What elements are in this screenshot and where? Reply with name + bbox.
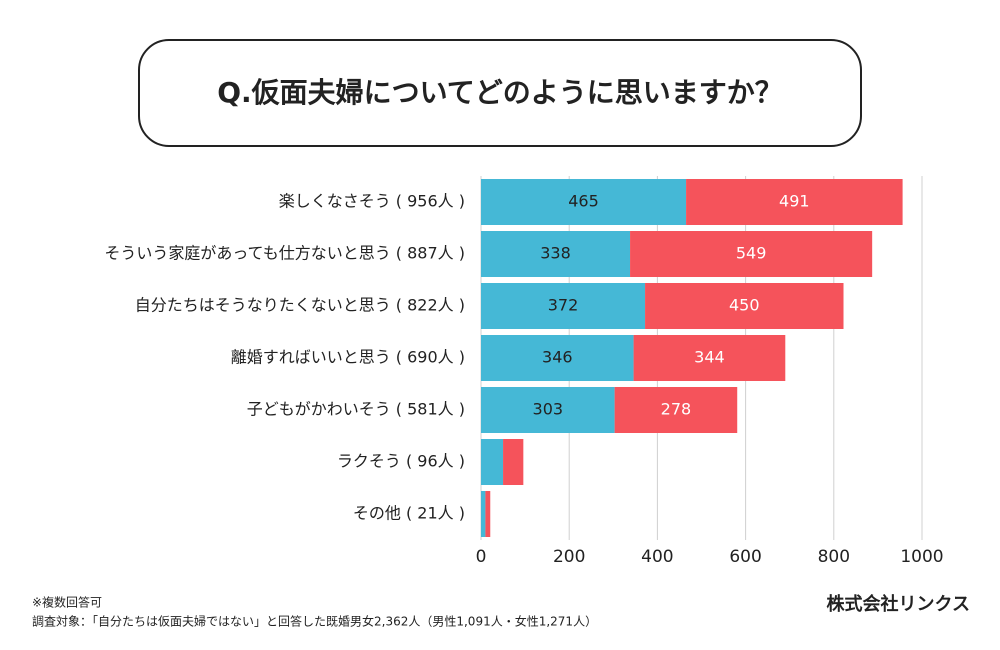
bar <box>630 231 873 277</box>
x-tick-label: 200 <box>553 547 585 567</box>
bar <box>614 387 738 433</box>
bar <box>485 491 491 537</box>
data-label: 465 <box>568 192 599 211</box>
data-label: 450 <box>729 296 760 315</box>
y-tick-label: 離婚すればいいと思う ( 690人 ) <box>231 348 465 367</box>
bar <box>503 439 524 485</box>
bar <box>481 335 634 381</box>
bar <box>481 387 615 433</box>
x-tick-label: 600 <box>729 547 761 567</box>
bar <box>481 231 631 277</box>
data-label: 338 <box>540 244 571 263</box>
y-tick-label: その他 ( 21人 ) <box>353 504 465 523</box>
data-label: 303 <box>533 400 564 419</box>
data-label: 344 <box>694 348 725 367</box>
source: 株式会社リンクス <box>827 593 970 615</box>
data-label: 491 <box>779 192 810 211</box>
note: ※複数回答可 <box>32 595 102 610</box>
x-tick-label: 800 <box>818 547 850 567</box>
chart-title: Q.仮面夫婦についてどのように思いますか？ <box>217 76 783 109</box>
bar <box>645 283 844 329</box>
bar <box>481 283 646 329</box>
bar <box>686 179 903 225</box>
y-tick-label: ラクそう ( 96人 ) <box>337 452 465 471</box>
data-label: 346 <box>542 348 573 367</box>
y-tick-label: 楽しくなさそう ( 956人 ) <box>279 192 465 211</box>
data-label: 372 <box>548 296 579 315</box>
title-box <box>138 39 862 147</box>
x-tick-label: 400 <box>641 547 673 567</box>
data-label: 278 <box>661 400 692 419</box>
note: 調査対象：「自分たちは仮面夫婦ではない」と回答した既婚男女2,362人（男性1,… <box>32 614 597 629</box>
x-tick-label: 1000 <box>900 547 943 567</box>
bar <box>481 439 504 485</box>
bar <box>481 491 486 537</box>
bar <box>481 179 687 225</box>
y-tick-label: そういう家庭があっても仕方ないと思う ( 887人 ) <box>104 244 465 263</box>
data-label: 549 <box>736 244 767 263</box>
y-tick-label: 子どもがかわいそう ( 581人 ) <box>247 400 465 419</box>
bar <box>633 335 786 381</box>
y-tick-label: 自分たちはそうなりたくないと思う ( 822人 ) <box>135 296 465 315</box>
x-tick-label: 0 <box>476 547 487 567</box>
